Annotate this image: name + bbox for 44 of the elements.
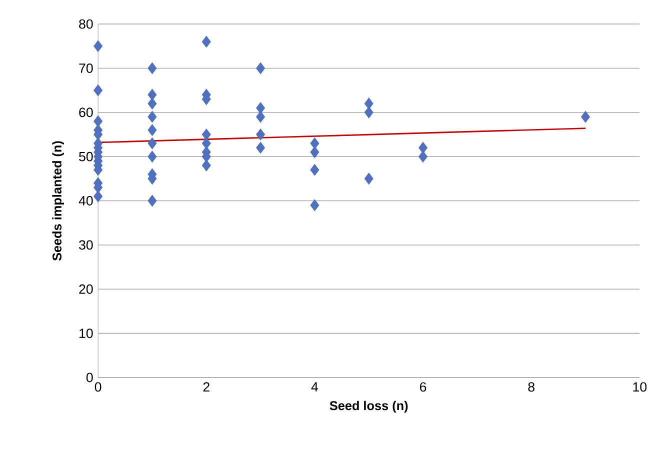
- point: [94, 40, 103, 52]
- point: [202, 36, 211, 48]
- point: [202, 138, 211, 150]
- point: [148, 195, 157, 207]
- point: [310, 146, 320, 158]
- point: [256, 62, 266, 74]
- point: [94, 116, 103, 128]
- point: [310, 138, 320, 150]
- y-tick-label: 10: [80, 328, 93, 338]
- y-tick-label: 40: [78, 196, 93, 206]
- point: [310, 164, 320, 176]
- x-tick-label: 6: [420, 382, 426, 392]
- point: [256, 142, 266, 154]
- x-tick-label: 8: [528, 382, 534, 392]
- point: [256, 111, 266, 123]
- point: [418, 150, 428, 163]
- x-tick-label: 10: [633, 382, 647, 392]
- point: [148, 138, 157, 150]
- y-tick-label: 60: [79, 108, 93, 118]
- point: [256, 128, 266, 141]
- point: [202, 160, 211, 172]
- point: [148, 98, 157, 110]
- y-tick-label: 20: [79, 284, 93, 294]
- x-axis-title: Seed loss (n): [330, 401, 408, 413]
- point: [581, 111, 590, 123]
- y-tick-label: 80: [79, 20, 93, 29]
- y-tick-label: 70: [79, 64, 93, 74]
- y-tick-label: 30: [79, 240, 93, 250]
- point: [310, 200, 320, 212]
- y-axis-title: Seeds implanted (n): [52, 141, 64, 261]
- point: [148, 124, 157, 136]
- y-tick-label: 50: [79, 152, 93, 162]
- point: [148, 150, 157, 163]
- x-tick-label: 0: [94, 382, 102, 392]
- point: [364, 173, 374, 185]
- point: [364, 106, 374, 118]
- point: [148, 111, 157, 123]
- point: [94, 84, 103, 96]
- point: [418, 142, 428, 154]
- point: [148, 62, 157, 74]
- x-tick-label: 4: [311, 382, 318, 392]
- point: [94, 190, 103, 202]
- y-tick-label: 0: [86, 373, 93, 382]
- x-tick-label: 2: [203, 382, 210, 392]
